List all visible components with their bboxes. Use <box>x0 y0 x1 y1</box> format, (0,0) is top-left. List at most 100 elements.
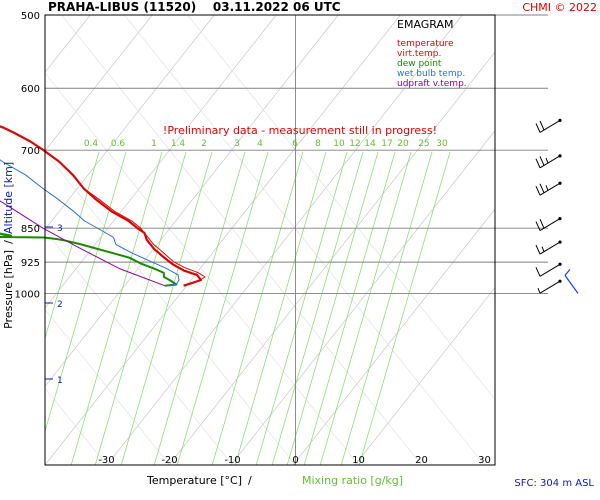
legend-item: temperature <box>397 39 454 49</box>
axis-layer: 0.4 0.6 1 1.4 2 3 4 6 8 10 12 14 17 20 25 30-30 -20 -10 0 1… <box>15 11 491 466</box>
preliminary-notice: !Preliminary data - measurement still in… <box>163 124 437 137</box>
barb-staff <box>539 155 561 169</box>
y-tick-label: 700 <box>21 146 40 157</box>
barb-station <box>558 154 562 158</box>
barb-staff <box>539 280 561 294</box>
barb-station <box>558 240 562 244</box>
barb-half-flag <box>545 157 549 164</box>
x-axis-secondary-label: Mixing ratio [g/kg] <box>302 474 403 487</box>
wind-barb <box>535 216 562 232</box>
dry-adiabat <box>44 14 91 73</box>
wet-bulb-line <box>0 159 180 287</box>
copyright: CHMI © 2022 <box>522 1 597 14</box>
dew-point-line <box>0 232 178 287</box>
barb-flag <box>535 221 541 231</box>
mixing-ratio-line <box>94 151 187 466</box>
mixing-ratio-line <box>286 151 379 466</box>
virtual-temperature-line <box>0 125 206 287</box>
dry-adiabat <box>354 287 496 466</box>
mixing-ratio-tick-label: 25 <box>418 139 429 149</box>
mixing-ratio-tick-label: 17 <box>381 139 392 149</box>
x-tick-label: -20 <box>161 455 177 466</box>
barb-station <box>558 279 562 283</box>
barb-staff <box>539 119 561 133</box>
x-tick-label: 10 <box>352 455 365 466</box>
mixing-ratio-line <box>319 151 412 466</box>
x-axis-label: Temperature [°C] <box>146 474 242 487</box>
barb-station <box>558 181 562 185</box>
altitude-tick-label: 3 <box>57 224 63 234</box>
mixing-ratio-tick-label: 6 <box>292 139 298 149</box>
dry-adiabat <box>44 14 277 309</box>
dry-adiabat <box>44 14 401 466</box>
mixing-ratio-tick-label: 10 <box>333 139 345 149</box>
mixing-ratio-tick-label: 1.4 <box>171 139 186 149</box>
y-tick-label: 600 <box>21 84 40 95</box>
mixing-ratio-line <box>70 151 163 466</box>
mixing-ratio-line <box>303 151 396 466</box>
legend-item: dew point <box>397 59 442 69</box>
updraft-line <box>0 200 165 287</box>
barb-half-flag <box>545 185 549 191</box>
barb-staff <box>539 218 561 232</box>
mixing-ratio-line <box>255 151 348 466</box>
barb-flag <box>564 268 571 276</box>
legend-item: udpraft v.temp. <box>397 79 467 89</box>
mixing-ratio-line <box>271 151 364 466</box>
isotherm <box>187 14 496 400</box>
barb-flag <box>539 120 545 131</box>
barb-station <box>558 216 562 221</box>
altitude-tick-label: 2 <box>57 300 63 310</box>
mixing-ratio-line <box>120 151 213 466</box>
grid-layer <box>44 14 548 466</box>
barb-staff <box>564 275 579 294</box>
wind-barb <box>535 118 562 133</box>
x-tick-label: -30 <box>98 455 114 466</box>
barb-station <box>558 118 562 122</box>
x-axis-separator: / <box>248 474 252 487</box>
dry-adiabat <box>106 14 463 466</box>
y-tick-label: 850 <box>21 224 40 235</box>
y-axis-separator: / <box>2 240 15 244</box>
mixing-ratio-tick-label: 2 <box>201 139 207 149</box>
chart-title: PRAHA-LIBUS (11520) 03.11.2022 06 UTC <box>48 0 341 14</box>
surface-wind-barb <box>564 268 579 294</box>
y-axis-label: Pressure [hPa] <box>2 250 15 329</box>
wind-barb <box>535 262 562 277</box>
mixing-ratio-line <box>153 151 246 466</box>
mixing-ratio-line <box>340 151 433 466</box>
dry-adiabat <box>44 14 339 387</box>
wind-barb <box>535 181 562 196</box>
y-tick-label: 925 <box>21 258 40 269</box>
y-tick-label: 500 <box>21 11 40 22</box>
isotherm <box>44 230 233 466</box>
barb-station <box>558 262 562 266</box>
series-layer <box>0 125 206 287</box>
dry-adiabat <box>292 208 496 466</box>
wind-barb <box>535 240 562 255</box>
y-axis-title: Pressure [hPa] / Altitude [km] <box>2 162 15 329</box>
barb-half-flag <box>537 288 541 294</box>
isotherm <box>44 151 296 466</box>
wind-barbs <box>535 118 579 294</box>
surface-info: SFC: 304 m ASL <box>514 478 594 489</box>
mixing-ratio-tick-label: 8 <box>315 139 321 149</box>
legend-title: EMAGRAM <box>397 18 454 31</box>
mixing-ratio-line <box>44 151 100 339</box>
barb-half-flag <box>541 246 545 252</box>
mixing-ratio-tick-label: 20 <box>397 139 409 149</box>
dry-adiabat <box>44 14 153 152</box>
mixing-ratio-line <box>44 151 127 432</box>
wind-barb <box>537 279 562 294</box>
isotherm <box>124 14 485 466</box>
altitude-tick-label: 1 <box>57 376 63 386</box>
mixing-ratio-tick-label: 14 <box>364 139 376 149</box>
legend-item: virt.temp. <box>397 49 441 59</box>
barb-flag <box>535 158 541 169</box>
barb-flag <box>535 185 541 196</box>
mixing-ratio-tick-label: 12 <box>349 139 360 149</box>
x-tick-label: 30 <box>478 455 491 466</box>
barb-flag <box>539 156 545 166</box>
mixing-ratio-tick-label: 4 <box>257 139 263 149</box>
